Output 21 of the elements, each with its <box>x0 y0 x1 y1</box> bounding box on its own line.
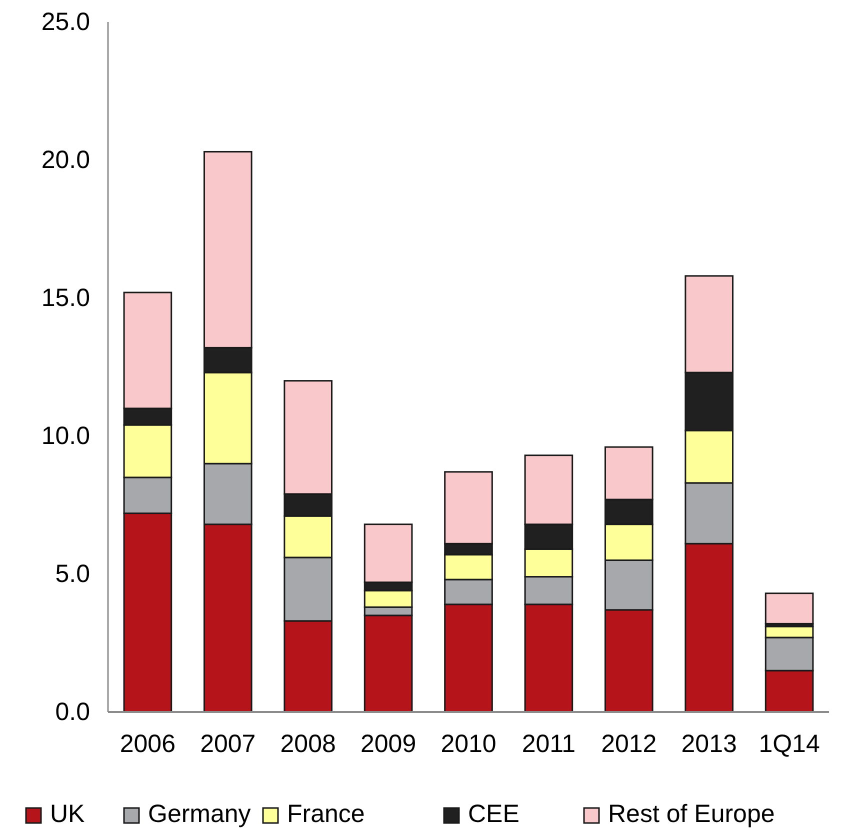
x-tick-label: 2010 <box>440 730 496 758</box>
bar <box>764 592 814 624</box>
x-tick-label: 2008 <box>280 730 336 758</box>
y-tick-label: 15.0 <box>41 284 90 312</box>
legend-label: CEE <box>468 800 520 828</box>
y-tick-label: 0.0 <box>55 698 90 726</box>
x-tick-label: 2013 <box>681 730 737 758</box>
x-tick-label: 2007 <box>200 730 256 758</box>
x-tick-label: 2006 <box>120 730 176 758</box>
legend-label: UK <box>50 800 86 828</box>
y-tick-label: 25.0 <box>41 8 90 36</box>
legend-label: France <box>287 800 365 828</box>
legend-label: Rest of Europe <box>608 800 775 828</box>
y-tick-label: 10.0 <box>41 422 90 450</box>
y-tick-label: 5.0 <box>55 560 90 588</box>
legend-label: Germany <box>148 800 252 828</box>
y-tick-label: 20.0 <box>41 146 90 174</box>
x-tick-label: 2012 <box>601 730 657 758</box>
x-tick-label: 2011 <box>522 730 576 758</box>
x-tick-label: 1Q14 <box>758 730 820 758</box>
x-tick-label: 2009 <box>360 730 416 758</box>
